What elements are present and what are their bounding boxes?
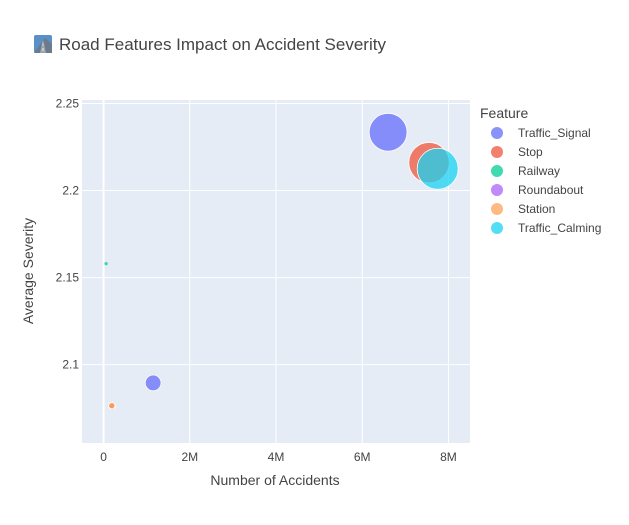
y-tick-label: 2.1 — [62, 358, 79, 372]
data-points[interactable] — [104, 112, 459, 411]
y-axis-title: Average Severity — [20, 218, 36, 324]
legend-item-stop[interactable]: Stop — [491, 145, 543, 159]
tick-labels: 0 2M 4M 6M 8M 2.1 2.15 2.2 2.25 — [56, 96, 457, 464]
data-point-station[interactable] — [108, 401, 116, 410]
x-axis-title: Number of Accidents — [210, 472, 339, 488]
x-tick-label: 8M — [440, 450, 457, 464]
x-tick-label: 4M — [268, 450, 285, 464]
legend-title: Feature — [480, 105, 528, 121]
legend[interactable]: Feature Traffic_Signal Stop Railway Roundab… — [480, 105, 601, 235]
legend-marker — [491, 222, 503, 234]
legend-item-station[interactable]: Station — [491, 202, 555, 216]
x-tick-label: 6M — [354, 450, 371, 464]
legend-marker — [491, 203, 503, 215]
legend-label: Roundabout — [518, 183, 584, 197]
legend-marker — [491, 127, 503, 139]
y-tick-label: 2.25 — [56, 96, 80, 110]
x-tick-label: 0 — [100, 450, 107, 464]
data-point-traffic-signal[interactable] — [368, 112, 408, 152]
legend-item-traffic-calming[interactable]: Traffic_Calming — [491, 221, 601, 235]
chart-title: Road Features Impact on Accident Severit… — [59, 35, 386, 54]
legend-marker — [491, 184, 503, 196]
legend-label: Stop — [518, 145, 543, 159]
road-emoji-icon — [34, 35, 52, 53]
grid-lines — [82, 100, 470, 443]
y-tick-label: 2.15 — [56, 271, 80, 285]
legend-item-traffic-signal[interactable]: Traffic_Signal — [491, 126, 591, 140]
legend-item-railway[interactable]: Railway — [491, 164, 560, 178]
legend-label: Traffic_Calming — [518, 221, 601, 235]
legend-item-roundabout[interactable]: Roundabout — [491, 183, 584, 197]
x-tick-label: 2M — [181, 450, 198, 464]
y-tick-label: 2.2 — [62, 184, 79, 198]
data-point-traffic-calming[interactable] — [416, 147, 459, 190]
legend-items[interactable]: Traffic_Signal Stop Railway Roundabout Stati… — [491, 126, 601, 235]
legend-marker — [491, 146, 503, 158]
legend-marker — [491, 165, 503, 177]
chart-title-group: Road Features Impact on Accident Severit… — [34, 35, 386, 54]
data-point-traffic-signal[interactable] — [144, 374, 162, 392]
legend-label: Traffic_Signal — [518, 126, 591, 140]
legend-label: Station — [518, 202, 555, 216]
data-point-railway[interactable] — [104, 261, 109, 266]
legend-label: Railway — [518, 164, 560, 178]
